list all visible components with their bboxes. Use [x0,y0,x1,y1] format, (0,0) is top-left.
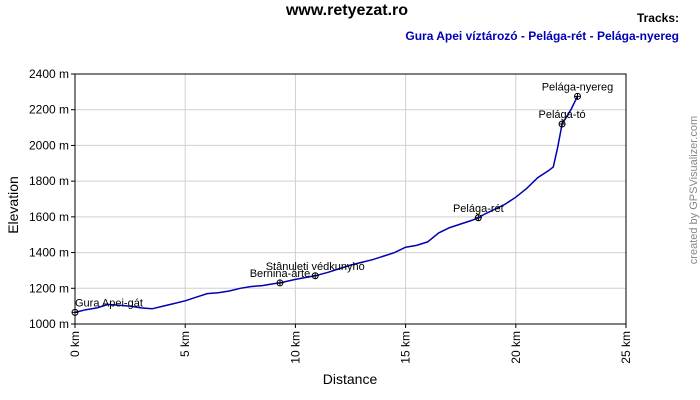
waypoint [71,308,79,316]
waypoint-label: Pelága-tó [539,109,586,121]
credit: created by GPSVisualizer.com [688,116,700,264]
x-tick-label: 25 km [619,331,633,364]
plot-frame [74,73,627,325]
chart-title: www.retyezat.ro [285,2,408,19]
waypoint [558,120,566,128]
x-tick-label: 10 km [288,331,302,364]
y-axis-label: Elevation [5,176,21,234]
legend-title: Tracks: [637,11,679,25]
waypoint-cross [475,214,482,221]
waypoint [311,272,319,280]
y-tick-label: 1200 m [29,281,69,295]
x-axis-label: Distance [323,371,378,387]
waypoint [276,279,284,287]
waypoint-label: Stânuleti védkunyhó [266,261,365,273]
waypoint-cross [276,279,283,286]
x-tick-label: 15 km [399,331,413,364]
x-tick-label: 20 km [509,331,523,364]
elevation-line [74,95,579,314]
waypoint-label: Bernina-árte [250,268,311,280]
waypoint [574,92,582,100]
y-tick-label: 2400 m [29,67,69,81]
x-tick-label: 0 km [68,331,82,357]
waypoint-label: Pelága-nyereg [542,81,614,93]
waypoint-cross [559,121,566,127]
y-tick-label: 2200 m [29,103,69,117]
waypoint-cross [312,272,319,279]
y-tick-label: 1000 m [29,317,69,331]
waypoint-label: Gura Apei-gát [75,297,143,309]
waypoint-label: Pelága-rét [453,203,504,215]
y-tick-label: 1600 m [29,210,69,224]
waypoint-cross [574,93,581,100]
waypoint [474,214,482,222]
y-tick-label: 2000 m [29,138,69,152]
y-tick-label: 1400 m [29,246,69,260]
legend-entry: Gura Apei víztározó - Pelága-rét - Pelág… [405,29,679,43]
x-tick-label: 5 km [178,331,192,357]
y-tick-label: 1800 m [29,174,69,188]
waypoint-cross [72,309,78,316]
